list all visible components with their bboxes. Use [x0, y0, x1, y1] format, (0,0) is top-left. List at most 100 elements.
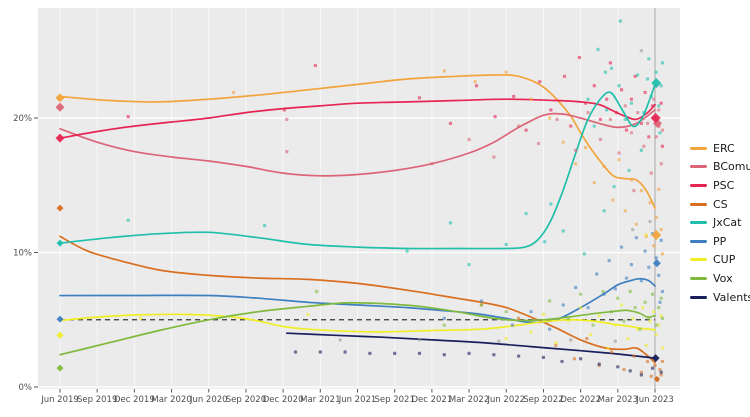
- poll-dot-jxcat: [592, 124, 596, 128]
- poll-dot-jxcat: [126, 218, 130, 222]
- poll-dot-bcomu: [285, 117, 289, 121]
- poll-dot-vox: [601, 289, 605, 294]
- x-tick-label: Sep 2022: [523, 395, 563, 405]
- poll-dot-bcomu: [536, 141, 541, 146]
- poll-dot-vox: [654, 323, 658, 327]
- poll-dot-erc: [529, 97, 533, 101]
- poll-dot-cup: [619, 303, 624, 307]
- poll-dot-erc: [634, 222, 639, 226]
- poll-dot-vox: [657, 306, 661, 310]
- poll-dot-cup: [579, 306, 583, 310]
- poll-dot-erc: [231, 90, 236, 95]
- x-tick-label: Mar 2021: [300, 395, 340, 405]
- legend-item-bcomu: BComu: [690, 158, 750, 177]
- poll-dot-cup: [138, 316, 143, 321]
- poll-dot-cup: [641, 306, 645, 310]
- legend-label: BComu: [713, 160, 750, 174]
- poll-dot-psc: [417, 96, 422, 100]
- poll-dot-psc: [126, 115, 130, 119]
- poll-dot-pp: [658, 300, 662, 304]
- poll-dot-valents: [393, 351, 397, 355]
- legend-swatch-icon: [690, 183, 707, 187]
- poll-dot-pp: [586, 306, 590, 310]
- poll-dot-cup: [626, 336, 630, 341]
- poll-dot-pp: [607, 258, 611, 263]
- poll-dot-psc: [629, 97, 634, 101]
- poll-dot-psc: [643, 90, 647, 95]
- poll-dot-valents: [541, 355, 546, 360]
- poll-dot-vox: [650, 292, 655, 296]
- poll-dot-bcomu: [632, 189, 636, 193]
- x-tick-label: Dec 2022: [560, 395, 601, 405]
- poll-dot-cs: [659, 373, 663, 377]
- poll-dot-jxcat: [657, 104, 661, 108]
- poll-dot-bcomu: [574, 148, 578, 152]
- trend-line-cup: [59, 313, 656, 333]
- poll-dot-erc: [602, 164, 606, 169]
- poll-dot-bcomu: [636, 111, 640, 115]
- poll-dot-erc: [561, 140, 565, 144]
- poll-dot-jxcat: [610, 66, 614, 70]
- poll-dot-jxcat: [618, 19, 622, 23]
- poll-dot-cup: [588, 332, 593, 337]
- result-diamond-end-valents: [651, 354, 660, 363]
- poll-dot-bcomu: [598, 137, 603, 142]
- poll-dot-erc: [473, 80, 477, 84]
- poll-dot-psc: [660, 144, 665, 148]
- poll-dot-psc: [524, 128, 528, 132]
- y-tick-label: 10%: [13, 249, 32, 259]
- poll-dot-jxcat: [636, 73, 640, 77]
- poll-dot-psc: [614, 111, 619, 115]
- result-diamond-start-pp: [56, 315, 64, 323]
- x-tick-label: Jun 2023: [635, 395, 674, 405]
- poll-dot-bcomu: [659, 162, 663, 166]
- result-diamond-start-bcomu: [55, 102, 65, 112]
- poll-dot-psc: [538, 80, 542, 84]
- poll-dot-pp: [634, 236, 639, 240]
- x-tick-label: Jun 2022: [486, 395, 525, 405]
- poll-dot-bcomu: [660, 128, 665, 132]
- poll-dot-cup: [636, 327, 640, 331]
- poll-dot-psc: [605, 97, 609, 101]
- poll-dot-jxcat: [504, 242, 508, 247]
- poll-dot-vox: [566, 316, 570, 321]
- poll-dot-pp: [613, 287, 617, 291]
- poll-dot-jxcat: [629, 101, 634, 105]
- poll-dot-bcomu: [652, 97, 656, 101]
- poll-dot-bcomu: [285, 150, 289, 154]
- poll-dot-valents: [343, 350, 347, 354]
- x-tick-label: Dec 2019: [114, 395, 155, 405]
- poll-dot-pp: [659, 238, 663, 242]
- poll-dot-erc: [654, 215, 658, 220]
- poll-dot-psc: [282, 108, 286, 112]
- poll-dot-pp: [660, 289, 665, 294]
- legend-swatch-icon: [690, 258, 707, 262]
- legend-item-pp: PP: [690, 232, 750, 251]
- poll-dot-psc: [448, 121, 453, 125]
- poll-dot-vox: [529, 319, 533, 323]
- poll-dot-bcomu: [617, 151, 621, 155]
- poll-dot-psc: [569, 124, 573, 128]
- legend-item-jxcat: JxCat: [690, 213, 750, 232]
- poll-dot-cs: [554, 343, 558, 347]
- poll-dot-psc: [583, 101, 588, 105]
- poll-dot-pp: [479, 299, 484, 303]
- poll-dot-valents: [318, 350, 322, 354]
- poll-dot-valents: [639, 373, 643, 377]
- trend-line-jxcat: [59, 83, 656, 250]
- poll-dot-cup: [554, 341, 558, 345]
- poll-dot-valents: [659, 370, 663, 374]
- poll-dot-psc: [512, 94, 516, 99]
- poll-dot-vox: [504, 310, 508, 314]
- poll-dot-pp: [529, 310, 533, 314]
- poll-dot-vox: [633, 306, 637, 310]
- poll-dot-jxcat: [448, 221, 453, 225]
- result-diamond-end-jxcat: [651, 78, 662, 89]
- poll-dot-cup: [597, 314, 601, 318]
- poll-dot-jxcat: [467, 263, 471, 267]
- trend-line-cs: [59, 235, 656, 364]
- poll-dot-psc: [633, 74, 637, 78]
- poll-dot-jxcat: [262, 224, 267, 228]
- poll-dot-other: [338, 338, 342, 342]
